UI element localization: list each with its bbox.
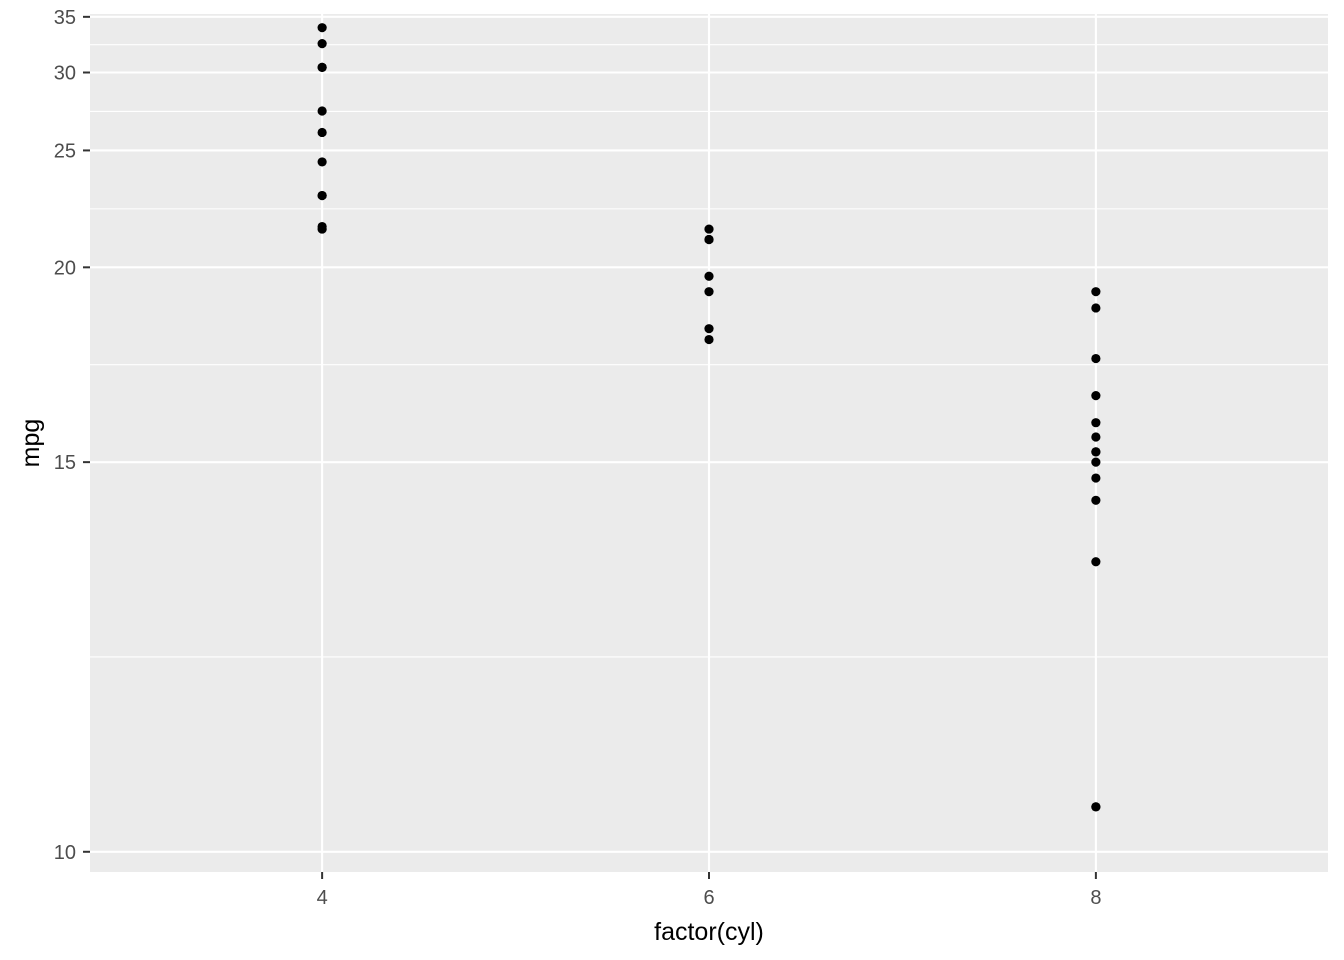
- y-axis: 10 15 20 25 30 35: [54, 7, 90, 864]
- data-point: [317, 23, 327, 33]
- data-point: [1091, 418, 1101, 428]
- data-point: [704, 324, 714, 334]
- x-tick-label: 8: [1090, 887, 1101, 909]
- y-tick-label: 25: [54, 140, 76, 162]
- data-point: [317, 190, 327, 201]
- data-point: [1091, 447, 1101, 457]
- x-axis: 4 6 8: [317, 872, 1101, 909]
- y-tick-label: 20: [54, 257, 76, 279]
- x-axis-title: factor(cyl): [654, 918, 764, 946]
- data-point: [1091, 457, 1101, 467]
- data-point: [1091, 303, 1101, 313]
- data-point: [1091, 353, 1101, 364]
- data-point: [704, 287, 714, 297]
- major-gridlines: [90, 14, 1328, 872]
- data-point: [1091, 495, 1101, 505]
- data-point: [704, 234, 714, 245]
- data-point: [1091, 287, 1101, 297]
- data-point: [1091, 557, 1101, 567]
- data-point: [317, 157, 327, 167]
- data-point: [704, 271, 714, 281]
- data-point: [317, 127, 327, 138]
- data-point: [317, 106, 327, 116]
- y-axis-title: mpg: [17, 419, 45, 468]
- data-point: [1091, 802, 1101, 812]
- data-point: [317, 39, 327, 49]
- data-point: [1091, 432, 1101, 442]
- data-points: [317, 23, 1101, 812]
- y-tick-label: 30: [54, 63, 76, 85]
- y-tick-label: 15: [54, 452, 76, 474]
- data-point: [1091, 391, 1101, 401]
- y-tick-label: 10: [54, 842, 76, 864]
- data-point: [1091, 473, 1101, 483]
- data-point: [317, 62, 327, 72]
- data-point: [704, 224, 714, 234]
- data-point: [704, 334, 714, 345]
- x-tick-label: 4: [317, 887, 328, 909]
- y-tick-label: 35: [54, 7, 76, 29]
- x-tick-label: 6: [703, 887, 714, 909]
- data-point: [317, 224, 327, 234]
